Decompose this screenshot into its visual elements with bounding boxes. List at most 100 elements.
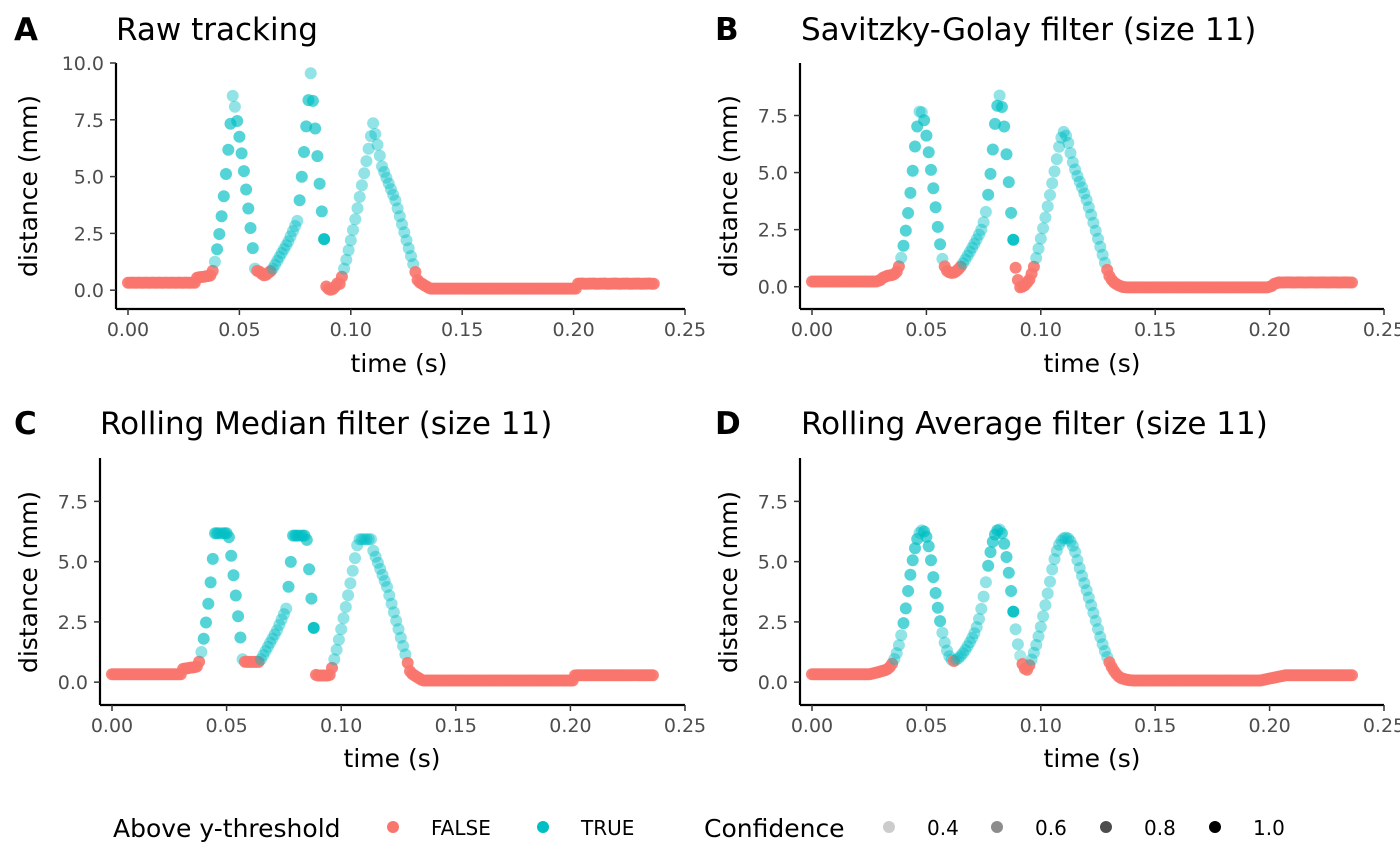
data-point: [298, 146, 310, 158]
points: [122, 67, 660, 296]
data-point: [902, 585, 915, 597]
data-point: [941, 644, 953, 657]
data-point: [380, 171, 393, 184]
x-tick-label: 0.15: [1134, 319, 1176, 341]
data-point: [1007, 605, 1020, 618]
y-tick-label: 0.0: [58, 672, 88, 694]
data-point: [1096, 638, 1109, 651]
data-point: [234, 631, 247, 644]
data-point: [1060, 531, 1072, 544]
data-point: [959, 644, 972, 656]
data-point: [326, 661, 338, 674]
y-axis-title-c: distance (mm): [14, 491, 43, 673]
y-tick-label: 5.0: [74, 167, 104, 189]
data-point: [351, 539, 364, 552]
data-point: [374, 562, 387, 575]
data-point: [1078, 187, 1091, 200]
legend-key-alpha-10: [1209, 821, 1221, 833]
data-point: [273, 618, 286, 631]
x-tick-label: 0.25: [664, 715, 706, 737]
data-point: [904, 568, 917, 581]
x-tick-label: 0.15: [435, 715, 477, 737]
x-tick-label: 0.20: [549, 715, 591, 737]
data-point: [358, 533, 371, 546]
data-point: [1062, 136, 1075, 149]
data-point: [405, 250, 417, 263]
data-point: [1034, 620, 1047, 633]
data-point: [966, 631, 979, 644]
data-point: [1032, 242, 1045, 255]
data-point: [927, 571, 940, 584]
data-point: [886, 657, 899, 670]
data-point: [197, 632, 210, 645]
data-point: [890, 647, 903, 660]
data-point: [1078, 577, 1091, 590]
data-point: [1076, 181, 1088, 194]
data-point: [1069, 163, 1082, 176]
data-point: [1071, 554, 1084, 567]
data-point: [895, 251, 908, 264]
data-point: [364, 130, 377, 143]
data-point: [318, 233, 331, 246]
data-point: [975, 602, 988, 615]
data-point: [266, 262, 279, 275]
data-point: [1002, 566, 1015, 579]
data-point: [206, 264, 219, 277]
legend-label-false: FALSE: [431, 816, 491, 840]
data-point: [381, 580, 393, 593]
data-point: [344, 577, 357, 590]
data-point: [257, 649, 270, 662]
data-point: [344, 234, 357, 247]
data-point: [1066, 156, 1079, 169]
data-point: [193, 655, 206, 668]
data-point: [899, 224, 912, 237]
panel-title-d: Rolling Average filter (size 11): [801, 406, 1268, 442]
legend-key-false: [387, 821, 399, 833]
legend-label-alpha-10: 1.0: [1253, 816, 1285, 840]
data-point: [349, 552, 361, 565]
data-point: [1002, 176, 1015, 189]
y-tick-label: 10.0: [62, 53, 104, 75]
data-point: [897, 239, 910, 252]
data-point: [1007, 233, 1020, 246]
data-point: [391, 202, 404, 215]
data-point: [970, 621, 983, 634]
data-point: [342, 244, 355, 257]
data-point: [1085, 599, 1098, 612]
data-point: [338, 262, 351, 275]
data-point: [1030, 639, 1043, 651]
data-point: [895, 629, 908, 642]
data-point: [1027, 260, 1040, 273]
data-point: [360, 155, 373, 168]
panel-title-b: Savitzky-Golay filter (size 11): [801, 12, 1256, 48]
data-point: [242, 202, 255, 215]
data-point: [235, 147, 248, 160]
data-point: [1092, 232, 1104, 245]
legend-label-true: TRUE: [580, 816, 634, 840]
data-point: [977, 216, 990, 229]
data-point: [998, 537, 1011, 550]
x-tick-label: 0.20: [1248, 715, 1290, 737]
data-point: [1000, 551, 1013, 563]
data-point: [1092, 623, 1104, 636]
y-tick-label: 7.5: [74, 110, 104, 132]
data-point: [378, 574, 391, 587]
data-point: [984, 167, 997, 180]
data-point: [1055, 131, 1068, 144]
x-axis-title-d: time (s): [1044, 744, 1141, 773]
data-point: [398, 226, 411, 239]
data-point: [220, 168, 232, 180]
data-point: [291, 214, 304, 227]
data-point: [1346, 669, 1358, 682]
data-point: [922, 540, 935, 553]
data-point: [255, 653, 267, 666]
data-point: [313, 177, 326, 190]
data-point: [1030, 252, 1043, 264]
data-point: [202, 597, 215, 610]
data-point: [966, 241, 979, 254]
legend-key-alpha-06: [991, 821, 1003, 833]
data-point: [360, 533, 373, 546]
data-point: [954, 650, 967, 662]
legend-label-alpha-08: 0.8: [1144, 816, 1176, 840]
data-point: [266, 632, 279, 645]
